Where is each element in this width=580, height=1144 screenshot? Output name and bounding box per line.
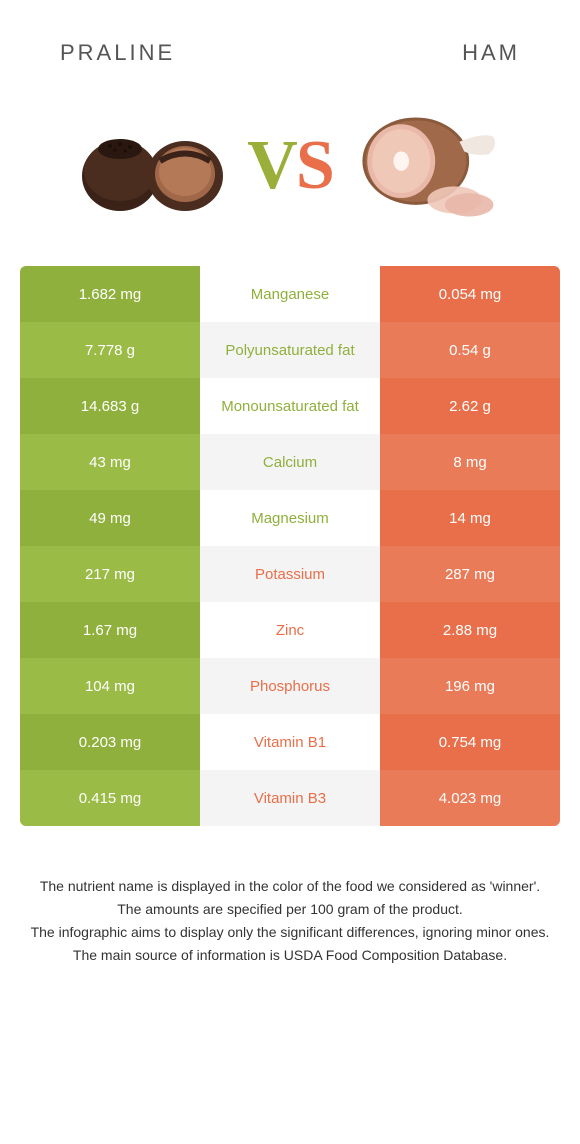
table-row: 1.682 mgManganese0.054 mg: [20, 266, 560, 322]
value-left: 14.683 g: [20, 378, 200, 434]
table-row: 104 mgPhosphorus196 mg: [20, 658, 560, 714]
ham-image: [343, 106, 508, 226]
value-left: 0.203 mg: [20, 714, 200, 770]
footer-line: The infographic aims to display only the…: [30, 922, 550, 943]
value-left: 43 mg: [20, 434, 200, 490]
table-row: 217 mgPotassium287 mg: [20, 546, 560, 602]
vs-s: S: [296, 127, 333, 204]
value-left: 0.415 mg: [20, 770, 200, 826]
nutrient-name: Vitamin B3: [200, 770, 380, 826]
footer-line: The nutrient name is displayed in the co…: [30, 876, 550, 897]
nutrient-name: Calcium: [200, 434, 380, 490]
nutrient-name: Zinc: [200, 602, 380, 658]
title-right: Ham: [462, 40, 520, 66]
table-row: 49 mgMagnesium14 mg: [20, 490, 560, 546]
nutrient-name: Potassium: [200, 546, 380, 602]
nutrient-name: Vitamin B1: [200, 714, 380, 770]
value-right: 8 mg: [380, 434, 560, 490]
footer-notes: The nutrient name is displayed in the co…: [0, 826, 580, 966]
value-left: 1.682 mg: [20, 266, 200, 322]
nutrient-name: Manganese: [200, 266, 380, 322]
value-left: 104 mg: [20, 658, 200, 714]
footer-line: The amounts are specified per 100 gram o…: [30, 899, 550, 920]
table-row: 1.67 mgZinc2.88 mg: [20, 602, 560, 658]
footer-line: The main source of information is USDA F…: [30, 945, 550, 966]
value-right: 196 mg: [380, 658, 560, 714]
nutrient-name: Polyunsaturated fat: [200, 322, 380, 378]
vs-label: VS: [247, 126, 333, 206]
nutrient-name: Magnesium: [200, 490, 380, 546]
value-left: 217 mg: [20, 546, 200, 602]
value-left: 1.67 mg: [20, 602, 200, 658]
table-row: 7.778 gPolyunsaturated fat0.54 g: [20, 322, 560, 378]
value-right: 14 mg: [380, 490, 560, 546]
value-right: 287 mg: [380, 546, 560, 602]
value-right: 4.023 mg: [380, 770, 560, 826]
table-row: 14.683 gMonounsaturated fat2.62 g: [20, 378, 560, 434]
table-row: 0.415 mgVitamin B34.023 mg: [20, 770, 560, 826]
nutrient-table: 1.682 mgManganese0.054 mg7.778 gPolyunsa…: [20, 266, 560, 826]
value-right: 2.88 mg: [380, 602, 560, 658]
table-row: 43 mgCalcium8 mg: [20, 434, 560, 490]
value-right: 0.054 mg: [380, 266, 560, 322]
value-left: 7.778 g: [20, 322, 200, 378]
value-left: 49 mg: [20, 490, 200, 546]
table-row: 0.203 mgVitamin B10.754 mg: [20, 714, 560, 770]
value-right: 2.62 g: [380, 378, 560, 434]
nutrient-name: Phosphorus: [200, 658, 380, 714]
value-right: 0.54 g: [380, 322, 560, 378]
vs-v: V: [247, 127, 296, 204]
value-right: 0.754 mg: [380, 714, 560, 770]
vs-row: VS: [0, 76, 580, 266]
title-left: Praline: [60, 40, 175, 66]
praline-image: [72, 106, 237, 226]
header: Praline Ham: [0, 0, 580, 76]
nutrient-name: Monounsaturated fat: [200, 378, 380, 434]
